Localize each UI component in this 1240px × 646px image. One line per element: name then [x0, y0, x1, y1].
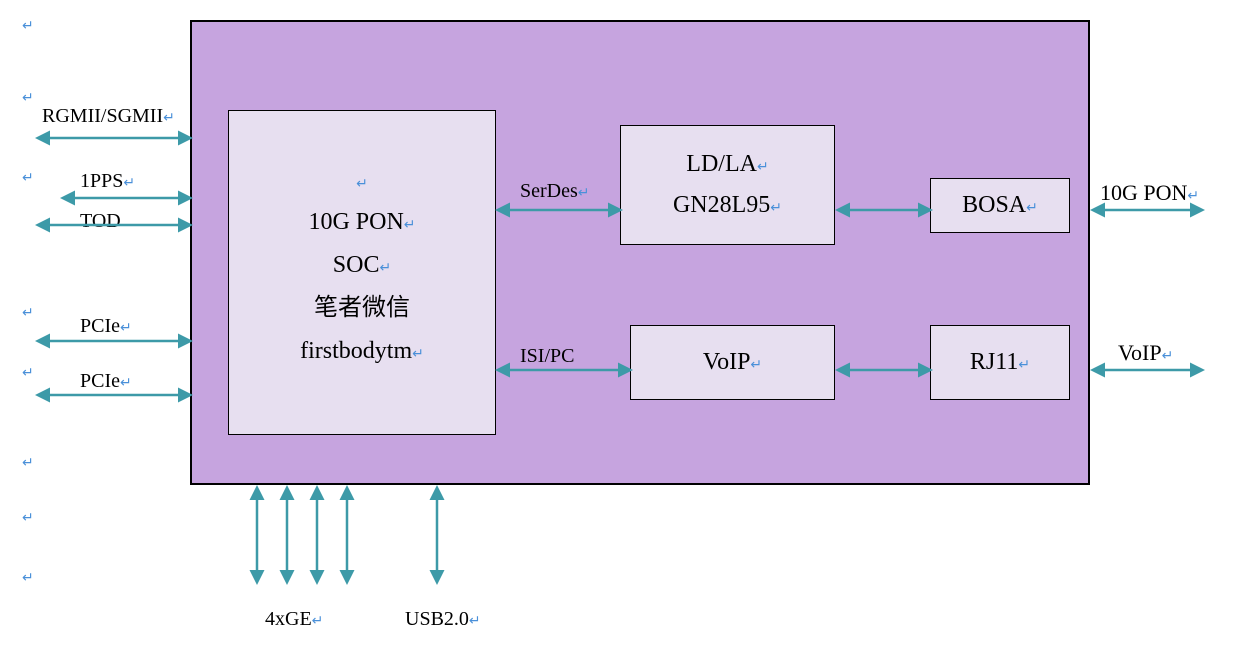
arrows-layer	[0, 0, 1240, 646]
